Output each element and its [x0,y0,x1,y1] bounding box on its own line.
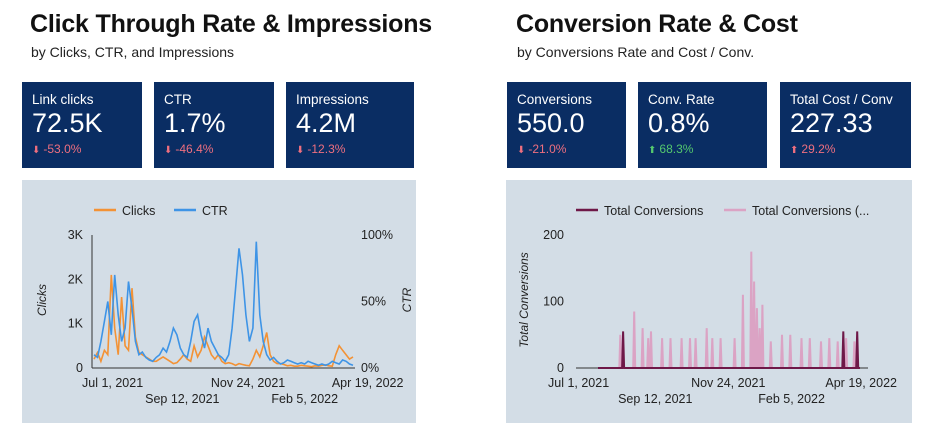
y-tick-label: 200 [543,228,564,242]
y-tick-label: 100 [543,295,564,309]
conversion-cost-title: Conversion Rate & Cost [516,10,798,38]
clicks-ctr-chart[interactable]: Clicks CTR Clicks CTR 3K 2K 1K 0 100% 50% 0% Ju… [22,180,416,423]
cost-per-conv-scorecard[interactable]: Total Cost / Conv 227.33 ⬆ 29.2% [780,82,911,168]
arrow-down-icon: ⬇ [32,145,41,156]
x-tick-label: Sep 12, 2021 [145,392,219,406]
scorecard-label: Link clicks [32,92,94,107]
scorecard-value: 550.0 [517,108,585,138]
arrow-up-icon: ⬆ [648,145,657,156]
scorecard-delta: ⬇ -12.3% [296,142,346,156]
y-left-tick-label: 0 [76,361,83,375]
ctr-scorecard[interactable]: CTR 1.7% ⬇ -46.4% [154,82,274,168]
legend-clicks[interactable]: Clicks [122,204,155,218]
scorecard-label: Conversions [517,92,593,107]
y-right-tick-label: 50% [361,295,386,309]
ctr-series-line[interactable] [93,241,354,367]
scorecard-value: 227.33 [790,108,873,138]
x-tick-label: Jul 1, 2021 [82,376,143,390]
y-axis-title-clicks: Clicks [35,284,49,316]
arrow-down-icon: ⬇ [296,145,305,156]
total-conversions-previous-line[interactable] [598,251,860,369]
scorecard-value: 1.7% [164,108,226,138]
ctr-impressions-title: Click Through Rate & Impressions [30,10,433,38]
x-tick-label: Nov 24, 2021 [691,376,765,390]
scorecard-label: Total Cost / Conv [790,92,893,107]
impressions-scorecard[interactable]: Impressions 4.2M ⬇ -12.3% [286,82,414,168]
conv-rate-scorecard[interactable]: Conv. Rate 0.8% ⬆ 68.3% [638,82,767,168]
scorecard-delta: ⬇ -21.0% [517,142,567,156]
y-right-tick-label: 0% [361,361,379,375]
scorecard-value: 0.8% [648,108,710,138]
y-left-tick-label: 1K [68,317,84,331]
x-tick-label: Jul 1, 2021 [548,376,609,390]
scorecard-delta: ⬆ 68.3% [648,142,694,156]
scorecard-delta: ⬇ -46.4% [164,142,214,156]
scorecard-label: CTR [164,92,192,107]
arrow-up-icon: ⬆ [790,145,799,156]
x-tick-label: Apr 19, 2022 [332,376,404,390]
scorecard-delta: ⬇ -53.0% [32,142,82,156]
legend-ctr[interactable]: CTR [202,204,228,218]
scorecard-value: 72.5K [32,108,103,138]
total-conversions-line[interactable] [598,331,860,369]
arrow-down-icon: ⬇ [517,145,526,156]
clicks-series-line[interactable] [93,274,354,368]
x-tick-label: Feb 5, 2022 [271,392,338,406]
x-tick-label: Sep 12, 2021 [618,392,692,406]
conversions-chart[interactable]: Total Conversions Total Conversions (...… [506,180,912,423]
y-axis-title-ctr: CTR [400,287,414,312]
legend-total-conversions-previous[interactable]: Total Conversions (... [752,204,869,218]
x-tick-label: Nov 24, 2021 [211,376,285,390]
scorecard-value: 4.2M [296,108,357,138]
x-tick-label: Apr 19, 2022 [825,376,897,390]
arrow-down-icon: ⬇ [164,145,173,156]
conversions-chart-svg[interactable]: Total Conversions Total Conversions (...… [506,180,912,423]
ctr-impressions-subtitle: by Clicks, CTR, and Impressions [31,44,235,60]
y-left-tick-label: 2K [68,272,84,286]
y-left-tick-label: 3K [68,228,84,242]
y-tick-label: 0 [557,361,564,375]
y-axis-title-total-conversions: Total Conversions [517,252,531,348]
conversions-scorecard[interactable]: Conversions 550.0 ⬇ -21.0% [507,82,626,168]
link-clicks-scorecard[interactable]: Link clicks 72.5K ⬇ -53.0% [22,82,142,168]
y-right-tick-label: 100% [361,228,393,242]
x-tick-label: Feb 5, 2022 [758,392,825,406]
scorecard-label: Impressions [296,92,369,107]
scorecard-delta: ⬆ 29.2% [790,142,836,156]
clicks-ctr-chart-svg[interactable]: Clicks CTR Clicks CTR 3K 2K 1K 0 100% 50% 0% Ju… [22,180,416,423]
legend-total-conversions[interactable]: Total Conversions [604,204,703,218]
conversion-cost-subtitle: by Conversions Rate and Cost / Conv. [517,44,755,60]
scorecard-label: Conv. Rate [648,92,715,107]
